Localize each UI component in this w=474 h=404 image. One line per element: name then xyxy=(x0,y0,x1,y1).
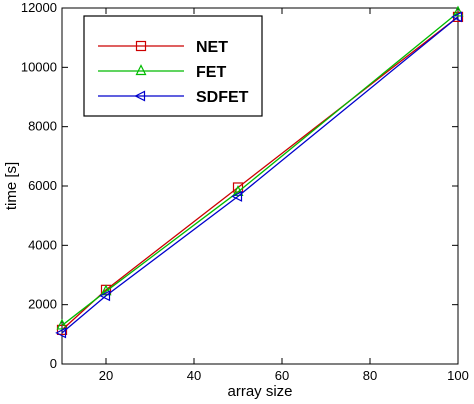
x-tick-label: 60 xyxy=(275,368,289,383)
x-tick-label: 20 xyxy=(99,368,113,383)
legend-label-net: NET xyxy=(196,39,228,56)
y-tick-label: 8000 xyxy=(28,119,57,134)
legend: NET FET SDFET xyxy=(83,15,263,117)
x-tick-label: 100 xyxy=(447,368,469,383)
series-line-fet xyxy=(61,11,459,326)
series-group xyxy=(55,5,464,339)
legend-box xyxy=(83,15,263,117)
point-fet xyxy=(232,185,244,197)
y-axis-label: time [s] xyxy=(3,162,20,210)
legend-marker-sdfet xyxy=(134,90,146,102)
legend-marker-net xyxy=(135,40,147,52)
y-tick-label: 6000 xyxy=(28,178,57,193)
point-sdfet xyxy=(55,327,67,339)
series-line-sdfet xyxy=(61,16,459,334)
x-tick-label: 80 xyxy=(363,368,377,383)
legend-label-sdfet: SDFET xyxy=(196,89,249,106)
point-sdfet xyxy=(99,290,111,302)
ticks: 20 40 60 80 100 0 2000 4000 6000 8000 10000 12000 xyxy=(21,0,469,383)
point-sdfet xyxy=(451,11,463,23)
point-sdfet xyxy=(231,190,243,202)
y-tick-label: 2000 xyxy=(28,297,57,312)
point-fet xyxy=(452,5,464,17)
y-tick-label: 10000 xyxy=(21,59,57,74)
legend-marker-fet xyxy=(135,64,147,76)
legend-label-fet: FET xyxy=(196,64,226,81)
y-tick-label: 12000 xyxy=(21,0,57,15)
series-fet xyxy=(56,5,464,330)
x-axis-label: array size xyxy=(227,383,292,400)
x-tick-label: 40 xyxy=(187,368,201,383)
y-tick-label: 0 xyxy=(50,356,57,371)
series-sdfet xyxy=(55,11,463,339)
point-fet xyxy=(56,318,68,330)
y-tick-label: 4000 xyxy=(28,237,57,252)
point-fet xyxy=(100,284,112,296)
